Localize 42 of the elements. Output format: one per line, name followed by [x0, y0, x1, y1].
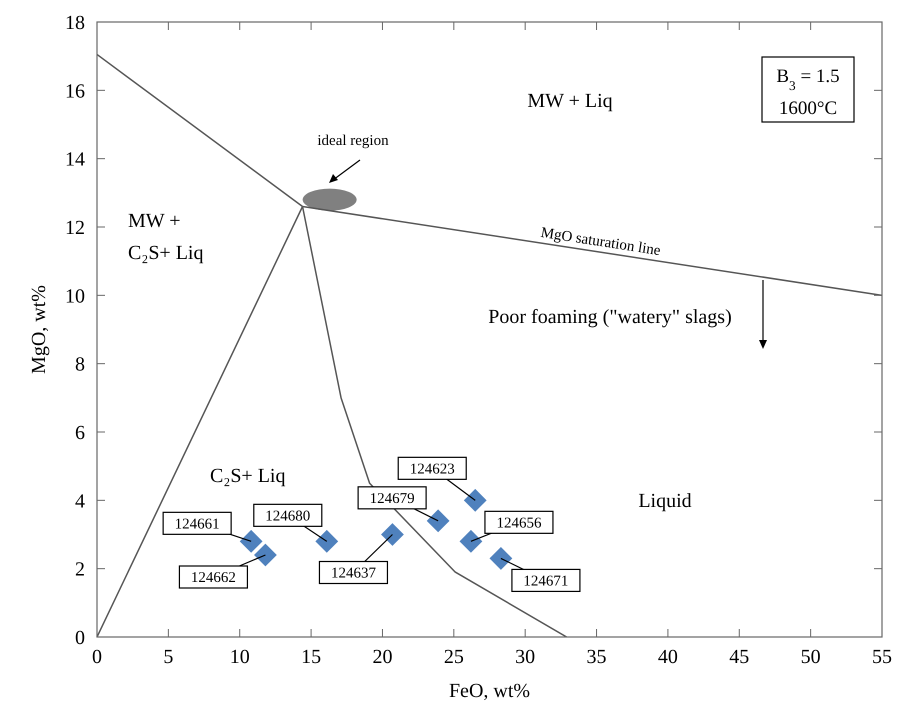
- annotation: MW + Liq: [527, 90, 613, 112]
- y-axis-title: MgO, wt%: [28, 285, 50, 374]
- y-tick-label: 12: [65, 217, 85, 239]
- y-tick-label: 10: [65, 285, 85, 308]
- annotation: MW +: [128, 210, 181, 232]
- annotation: C₂S+ Liq: [210, 465, 286, 487]
- annotation: 124661: [174, 516, 220, 532]
- annotation: MgO saturation line: [540, 224, 662, 260]
- annotation: 124662: [190, 570, 236, 586]
- y-tick-label: 2: [75, 558, 85, 581]
- annotation: 124679: [370, 490, 415, 507]
- annotation: 124656: [496, 515, 542, 532]
- x-tick-label: 10: [230, 646, 250, 668]
- y-tick-label: 8: [75, 354, 85, 376]
- annotation: Poor foaming ("watery" slags): [488, 306, 732, 328]
- annotation: C₂S+ Liq: [128, 242, 204, 264]
- y-tick-label: 14: [65, 148, 85, 171]
- annotation: 124671: [523, 573, 568, 590]
- x-tick-label: 25: [444, 646, 464, 668]
- x-axis-title: FeO, wt%: [448, 680, 530, 702]
- x-tick-label: 15: [301, 646, 322, 668]
- x-tick-label: 5: [163, 646, 174, 668]
- y-tick-label: 18: [65, 12, 85, 34]
- annotation: 1600°C: [778, 98, 838, 119]
- annotation: 124623: [410, 461, 455, 478]
- annotation: Liquid: [638, 490, 692, 512]
- x-tick-label: 35: [586, 646, 607, 668]
- x-tick-label: 0: [92, 646, 102, 668]
- x-tick-label: 45: [729, 646, 750, 668]
- annotation: 124637: [330, 566, 376, 582]
- annotation: B$_{3}$ = 1.5: [776, 66, 840, 92]
- annotation: 124680: [265, 508, 310, 524]
- y-tick-label: 0: [75, 627, 85, 649]
- annotation: ideal region: [317, 133, 390, 149]
- x-tick-label: 40: [658, 646, 678, 668]
- y-tick-label: 16: [65, 80, 85, 102]
- y-tick-label: 6: [75, 422, 85, 444]
- x-tick-label: 20: [372, 646, 392, 668]
- y-tick-label: 4: [75, 490, 85, 512]
- x-tick-label: 30: [515, 646, 536, 668]
- x-tick-label: 55: [872, 646, 892, 668]
- x-tick-label: 50: [800, 646, 821, 668]
